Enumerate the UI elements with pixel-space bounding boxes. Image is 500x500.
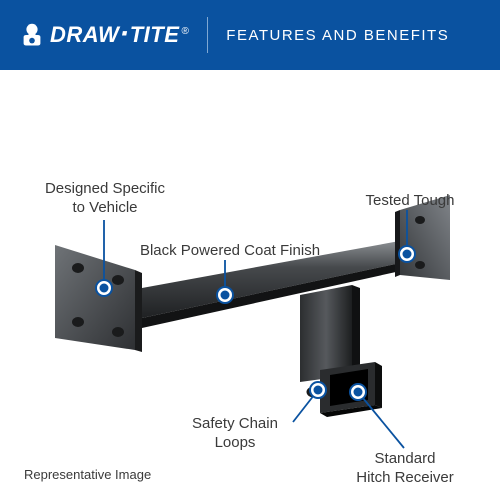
logo-part: D (50, 22, 66, 48)
product-diagram: Designed Specificto Vehicle Black Powere… (0, 70, 500, 500)
footer-note: Representative Image (24, 467, 151, 482)
hitch-ball-icon (18, 21, 46, 49)
header-divider (207, 17, 208, 53)
callout-tested-tough: Tested Tough (350, 192, 470, 211)
header-bar: DRAW·TITE® FEATURES AND BENEFITS (0, 0, 500, 70)
callout-hitch-receiver: StandardHitch Receiver (340, 450, 470, 488)
logo-part: T (130, 22, 144, 48)
registered-mark: ® (181, 26, 189, 37)
logo-part: RAW (66, 22, 119, 48)
callout-designed-specific: Designed Specificto Vehicle (30, 180, 180, 218)
left-bracket (55, 245, 142, 352)
callout-black-finish: Black Powered Coat Finish (120, 242, 340, 261)
brand-wordmark: DRAW·TITE® (50, 22, 189, 48)
brand-logo: DRAW·TITE® (18, 21, 189, 49)
logo-part: ITE (144, 22, 180, 48)
header-tagline: FEATURES AND BENEFITS (226, 27, 449, 44)
callout-safety-chain: Safety ChainLoops (175, 415, 295, 453)
